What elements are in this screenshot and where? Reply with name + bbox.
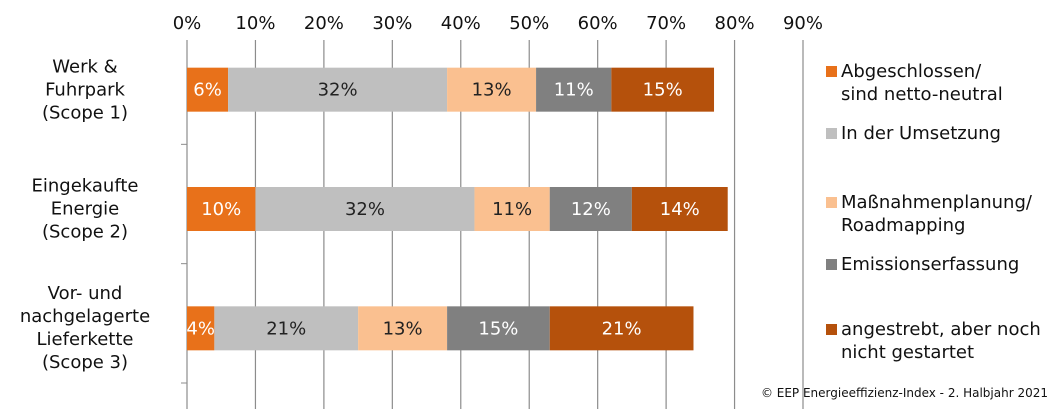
- bar-segment: [214, 306, 359, 351]
- bar-segment: [536, 67, 612, 112]
- bar-segment: [549, 306, 694, 351]
- x-tick-label: 70%: [646, 13, 686, 34]
- legend-entry: Emissionserfassung: [826, 253, 1019, 276]
- legend-swatch: [826, 128, 837, 139]
- value-label: 32%: [345, 199, 385, 220]
- bar-segment: [447, 67, 537, 112]
- value-label: 13%: [383, 318, 423, 339]
- bar-segment: [228, 67, 448, 112]
- bar-segment: [187, 187, 256, 231]
- value-label: 13%: [472, 80, 512, 101]
- category-label: Werk & Fuhrpark (Scope 1): [41, 56, 129, 124]
- legend-label: Emissionserfassung: [841, 254, 1020, 275]
- category-label: Eingekaufte Energie (Scope 2): [31, 175, 139, 243]
- legend-label: Abgeschlossen/ sind netto-neutral: [841, 61, 1003, 105]
- bar-segment: [358, 306, 448, 351]
- value-label: 12%: [571, 199, 611, 220]
- legend-swatch: [826, 324, 837, 335]
- value-label: 32%: [318, 80, 358, 101]
- value-label: 21%: [602, 318, 642, 339]
- value-label: 11%: [492, 199, 532, 220]
- x-tick-label: 90%: [783, 13, 823, 34]
- x-tick-label: 50%: [509, 13, 549, 34]
- value-label: 14%: [660, 199, 700, 220]
- x-tick-label: 20%: [304, 13, 344, 34]
- legend-swatch: [826, 197, 837, 208]
- legend-entry: Maßnahmenplanung/ Roadmapping: [826, 191, 1032, 237]
- bar-segment: [447, 306, 550, 351]
- bar-segment: [549, 187, 632, 231]
- value-label: 4%: [186, 318, 215, 339]
- x-tick-label: 60%: [578, 13, 618, 34]
- bar-segment: [187, 306, 215, 351]
- legend-label: angestrebt, aber noch nicht gestartet: [841, 319, 1041, 363]
- value-label: 15%: [478, 318, 518, 339]
- legend-entry: angestrebt, aber noch nicht gestartet: [826, 318, 1041, 364]
- legend-swatch: [826, 259, 837, 270]
- value-label: 10%: [201, 199, 241, 220]
- bar-segment: [631, 187, 728, 231]
- legend-entry: Abgeschlossen/ sind netto-neutral: [826, 60, 1003, 106]
- bar-segment: [255, 187, 475, 231]
- legend-label: Maßnahmenplanung/ Roadmapping: [841, 192, 1032, 236]
- legend-swatch: [826, 66, 837, 77]
- x-tick-label: 80%: [715, 13, 755, 34]
- bar-segment: [611, 67, 715, 112]
- x-tick-label: 0%: [173, 13, 202, 34]
- value-label: 6%: [193, 80, 222, 101]
- x-tick-label: 30%: [372, 13, 412, 34]
- bar-segment: [187, 67, 229, 112]
- source: © EEP Energieeffizienz-Index - 2. Halbja…: [760, 386, 1048, 400]
- x-tick-label: 40%: [441, 13, 481, 34]
- value-label: 21%: [266, 318, 306, 339]
- value-label: 15%: [643, 80, 683, 101]
- value-label: 11%: [554, 80, 594, 101]
- legend-label: In der Umsetzung: [841, 123, 1001, 144]
- category-label: Vor- und nachgelagerte Lieferkette (Scop…: [19, 283, 151, 374]
- legend-entry: In der Umsetzung: [826, 122, 1001, 145]
- bar-segment: [474, 187, 550, 231]
- x-tick-label: 10%: [235, 13, 275, 34]
